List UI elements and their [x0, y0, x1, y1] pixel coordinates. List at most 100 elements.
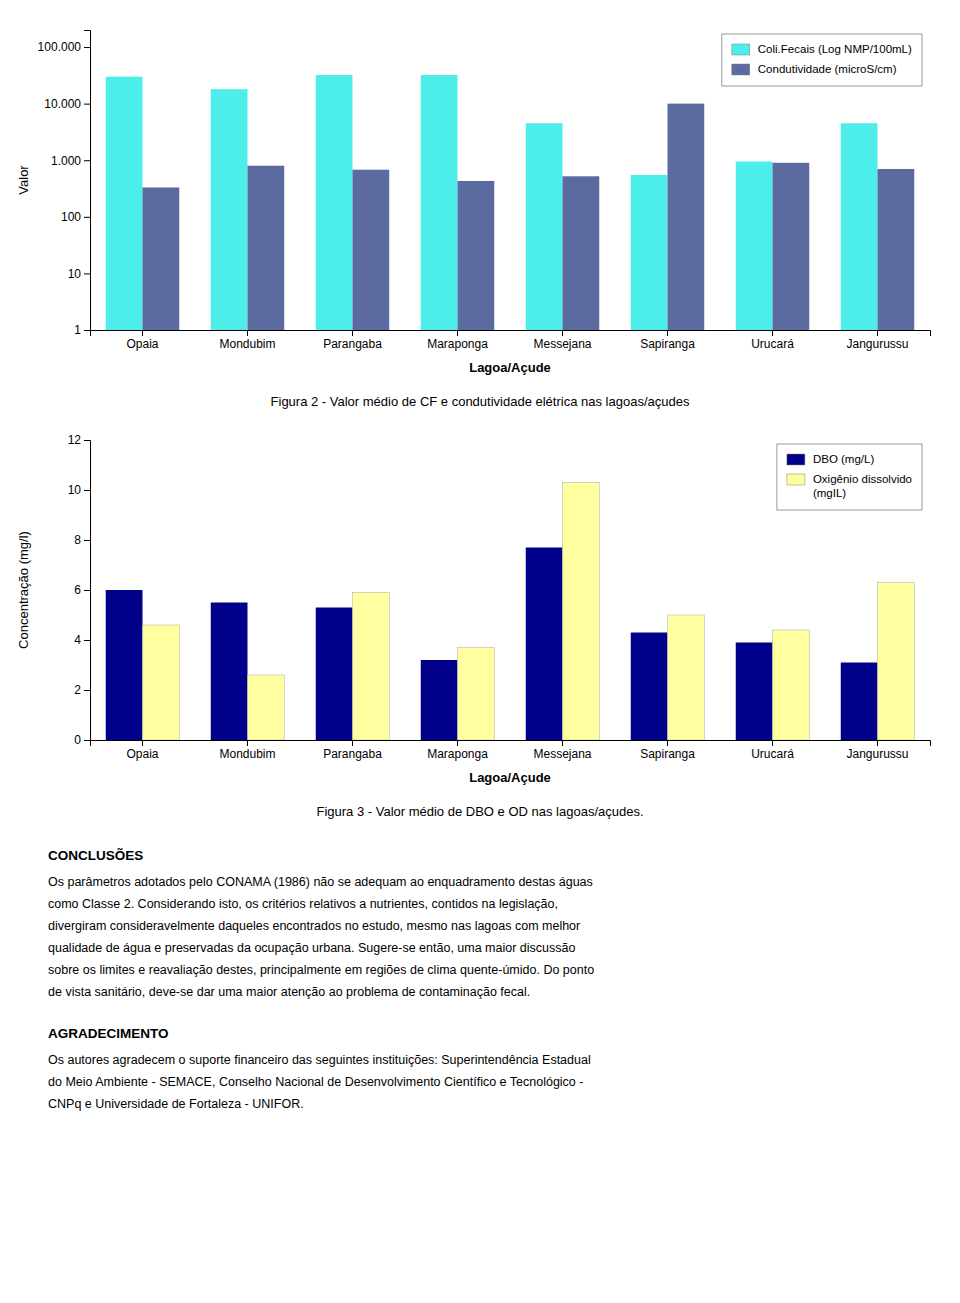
bar [106, 77, 143, 330]
bar [773, 630, 810, 740]
tick-mark [142, 330, 143, 336]
tick-mark [352, 330, 353, 336]
bar [248, 166, 285, 330]
caption: Figura 2 - Valor médio de CF e condutivi… [271, 394, 690, 409]
tick-label: Messejana [533, 337, 591, 351]
tick-label: Mondubim [219, 337, 275, 351]
bar [526, 123, 563, 330]
tick-label: Maraponga [427, 337, 488, 351]
y-tick: 100.000 [38, 40, 90, 54]
chart: 024681012OpaiaMondubimParangabaMaraponga… [16, 433, 931, 785]
x-tick: Opaia [126, 330, 158, 351]
tick-mark [877, 740, 878, 746]
x-tick: Sapiranga [640, 740, 695, 761]
x-tick: Mondubim [219, 740, 275, 761]
tick-label: 4 [74, 633, 81, 647]
x-tick: Jangurussu [846, 740, 908, 761]
y-tick: 2 [74, 683, 90, 697]
tick-mark [667, 740, 668, 746]
legend-entry: Oxigênio dissolvido(mgIL) [813, 473, 912, 499]
bar [106, 590, 143, 740]
y-tick: 100 [61, 210, 90, 224]
caption: Figura 3 - Valor médio de DBO e OD nas l… [316, 804, 643, 819]
tick-label: Opaia [126, 337, 158, 351]
legend-swatch [732, 44, 750, 55]
axis-line [84, 31, 91, 331]
y-axis: 1101001.00010.000100.000 [38, 31, 91, 338]
y-axis-title: Concentração (mg/l) [16, 531, 31, 649]
axis-line [91, 331, 931, 337]
tick-label: Sapiranga [640, 747, 695, 761]
bar [421, 75, 458, 330]
y-tick: 6 [74, 583, 90, 597]
x-tick: Messejana [533, 740, 591, 761]
tick-mark [772, 740, 773, 746]
tick-mark [562, 330, 563, 336]
bar [878, 583, 915, 741]
bar [736, 643, 773, 741]
section-line: do Meio Ambiente - SEMACE, Conselho Naci… [48, 1075, 583, 1089]
tick-mark [562, 740, 563, 746]
bar [563, 483, 600, 741]
tick-mark [84, 490, 90, 491]
tick-mark [84, 690, 90, 691]
x-tick: Sapiranga [640, 330, 695, 351]
tick-label: Parangaba [323, 337, 382, 351]
tick-mark [247, 740, 248, 746]
tick-label: 6 [74, 583, 81, 597]
tick-label: 2 [74, 683, 81, 697]
tick-mark [877, 330, 878, 336]
x-tick: Mondubim [219, 330, 275, 351]
plot-area [106, 483, 915, 741]
bar [841, 123, 878, 330]
section-line: de vista sanitário, deve-se dar uma maio… [48, 985, 530, 999]
bar [668, 615, 705, 740]
tick-label: 10 [68, 267, 82, 281]
y-tick: 0 [74, 733, 90, 747]
y-axis-title: Valor [16, 165, 31, 195]
section-line: Os parâmetros adotados pelo CONAMA (1986… [48, 875, 593, 889]
legend-swatch [787, 474, 805, 485]
tick-label: Sapiranga [640, 337, 695, 351]
bar [211, 603, 248, 741]
tick-mark [84, 330, 90, 331]
legend-entry: DBO (mg/L) [813, 453, 875, 465]
bar [316, 75, 353, 330]
tick-label: 12 [68, 433, 82, 447]
tick-label: Jangurussu [846, 337, 908, 351]
tick-mark [457, 330, 458, 336]
legend-swatch [732, 64, 750, 75]
x-axis: Opaia Mondubim Parangaba Maraponga Messejana… [91, 330, 931, 351]
legend-box [777, 444, 922, 510]
y-axis: 024681012 [68, 433, 91, 747]
tick-label: Opaia [126, 747, 158, 761]
tick-label: Mondubim [219, 747, 275, 761]
tick-label: Urucará [751, 747, 794, 761]
tick-label: Urucará [751, 337, 794, 351]
bar-series [143, 104, 915, 330]
section-line: CNPq e Universidade de Fortaleza - UNIFO… [48, 1097, 304, 1111]
tick-mark [142, 740, 143, 746]
tick-label: Jangurussu [846, 747, 908, 761]
x-tick: Parangaba [323, 740, 382, 761]
bar [421, 660, 458, 740]
y-tick: 4 [74, 633, 90, 647]
tick-mark [84, 217, 90, 218]
x-tick: Maraponga [427, 740, 488, 761]
tick-mark [667, 330, 668, 336]
bar [773, 163, 810, 330]
bar [143, 187, 180, 330]
tick-mark [84, 740, 90, 741]
section-line: como Classe 2. Considerando isto, os cri… [48, 897, 558, 911]
bar [211, 89, 248, 330]
tick-label: 10.000 [44, 97, 81, 111]
y-tick: 1.000 [51, 154, 90, 168]
section-line: sobre os limites e reavaliação destes, p… [48, 963, 594, 977]
x-tick: Parangaba [323, 330, 382, 351]
x-tick: Opaia [126, 740, 158, 761]
tick-mark [84, 540, 90, 541]
tick-mark [772, 330, 773, 336]
legend: DBO (mg/L) Oxigênio dissolvido(mgIL) [777, 444, 922, 510]
tick-mark [84, 47, 90, 48]
x-axis-title: Lagoa/Açude [469, 770, 551, 785]
